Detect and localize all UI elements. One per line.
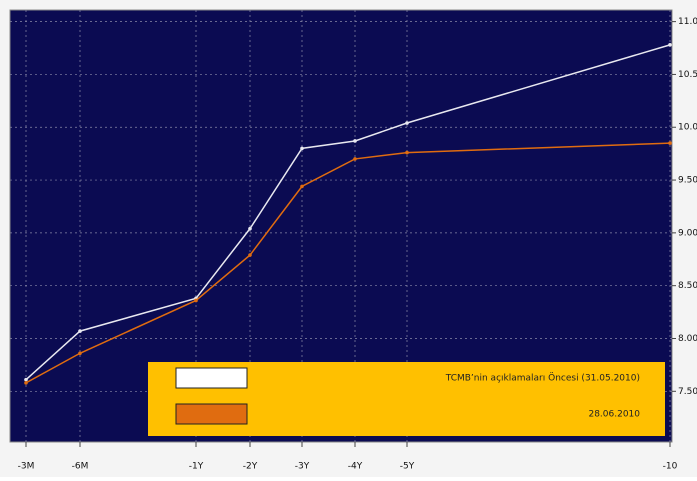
point (248, 253, 252, 257)
x-tick-label: -1Y (189, 462, 204, 472)
point (300, 184, 304, 189)
y-tick-label: 8.50 (678, 281, 697, 291)
point (668, 141, 672, 145)
legend-label: TCMB’nin açıklamaları Öncesi (31.05.2010… (445, 373, 640, 384)
y-tick-label: 11.0 (678, 17, 697, 27)
point (248, 226, 252, 231)
y-tick-label: 10.5 (678, 70, 697, 80)
point (668, 43, 672, 47)
legend-swatch (175, 403, 248, 425)
point (353, 139, 357, 143)
y-tick-label: 8.00 (678, 334, 697, 344)
point (78, 329, 82, 333)
point (405, 150, 409, 155)
y-tick-label: 9.00 (678, 228, 697, 238)
x-tick-label: -2Y (243, 462, 258, 472)
x-tick-label: -6M (72, 462, 89, 472)
legend-swatch (175, 367, 248, 389)
series-line (25, 44, 671, 381)
x-tick-label: -3M (18, 462, 35, 472)
point (300, 146, 304, 151)
x-tick-label: -5Y (400, 462, 415, 472)
y-tick-label: 10.0 (678, 123, 697, 133)
x-tick-label: -3Y (295, 462, 310, 472)
x-tick-label: -4Y (348, 462, 363, 472)
point (24, 381, 28, 385)
y-tick-label: 7.50 (678, 387, 697, 397)
x-tick-label: -10 (663, 462, 678, 472)
point (405, 121, 409, 125)
point (194, 298, 198, 303)
point (353, 157, 357, 161)
y-tick-label: 9.50 (678, 176, 697, 186)
point (78, 351, 82, 356)
series-line (25, 142, 671, 384)
legend-label: 28.06.2010 (588, 410, 640, 420)
point (24, 377, 28, 382)
